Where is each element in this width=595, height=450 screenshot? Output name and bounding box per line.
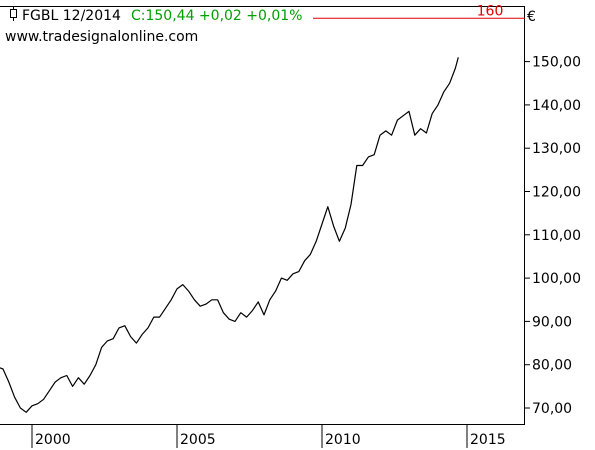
symbol-icon bbox=[10, 6, 17, 21]
reference-line-label: 160 bbox=[477, 3, 504, 19]
y-tick-label: 120,00 bbox=[532, 185, 581, 201]
price-series-line bbox=[0, 57, 459, 413]
chart-title: FGBL 12/2014 bbox=[22, 8, 121, 24]
x-tick-label: 2010 bbox=[325, 432, 361, 448]
y-tick-label: 130,00 bbox=[532, 141, 581, 157]
y-tick-label: 100,00 bbox=[532, 271, 581, 287]
y-tick-label: 80,00 bbox=[532, 358, 572, 374]
y-tick-label: 140,00 bbox=[532, 98, 581, 114]
x-axis-ticks: 2000 2005 2010 2015 bbox=[31, 424, 506, 448]
y-axis-ticks: 70,00 80,00 90,00 100,00 110,00 120,00 130,00 1… bbox=[524, 55, 581, 417]
y-tick-label: 70,00 bbox=[532, 401, 572, 417]
x-tick-label: 2005 bbox=[180, 432, 216, 448]
quote-values: C:150,44 +0,02 +0,01% bbox=[131, 8, 303, 24]
website-label: www.tradesignalonline.com bbox=[5, 29, 198, 45]
y-tick-label: 110,00 bbox=[532, 228, 581, 244]
y-tick-label: 90,00 bbox=[532, 314, 572, 330]
currency-label: € bbox=[527, 9, 536, 25]
x-tick-label: 2000 bbox=[35, 432, 71, 448]
y-tick-label: 150,00 bbox=[532, 55, 581, 71]
x-tick-label: 2015 bbox=[470, 432, 506, 448]
